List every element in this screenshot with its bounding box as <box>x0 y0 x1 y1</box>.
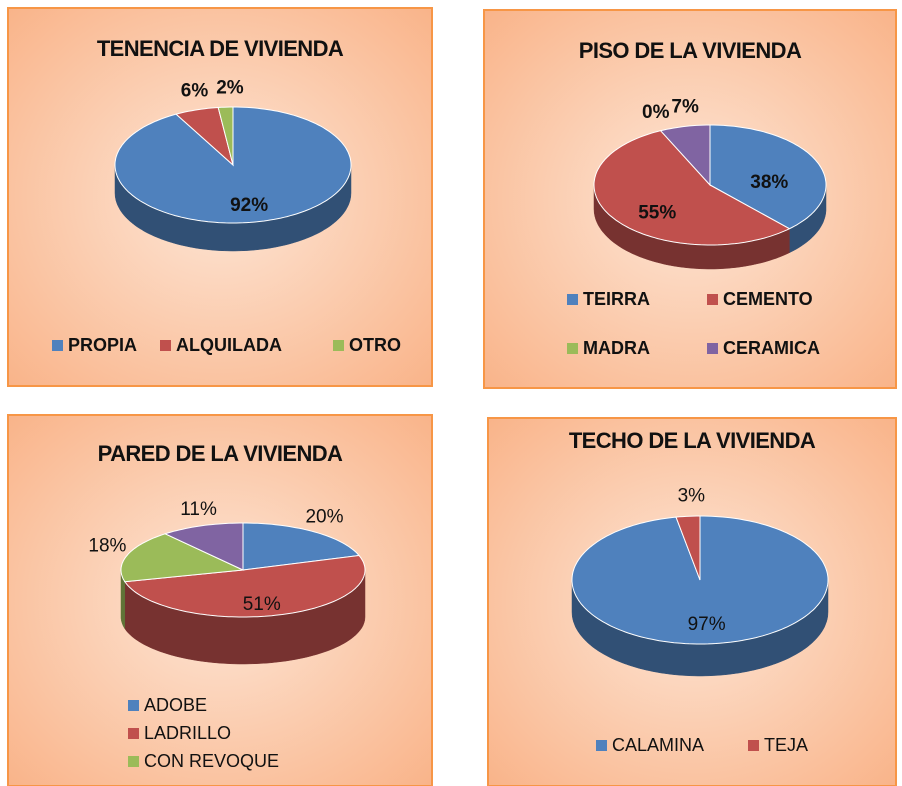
pie-chart: TENENCIA DE VIVIENDA 92% 6% 2% PROPIA ALQUILA… <box>7 7 433 387</box>
data-label: 18% <box>88 535 126 556</box>
legend-swatch <box>128 728 139 739</box>
legend-label: CERAMICA <box>723 338 820 358</box>
data-label: 0% <box>642 102 670 123</box>
legend-label: MADRA <box>583 338 650 358</box>
slice <box>217 106 234 166</box>
legend-label: OTRO <box>349 335 401 355</box>
legend-swatch <box>52 340 63 351</box>
slice <box>163 522 244 571</box>
legend-label: PROPIA <box>68 335 137 355</box>
chart-title: PISO DE LA VIVIENDA <box>579 38 802 63</box>
data-label: 92% <box>230 195 268 216</box>
data-label: 11% <box>180 499 217 520</box>
data-label: 55% <box>638 203 676 224</box>
chart-title: TENENCIA DE VIVIENDA <box>97 36 344 61</box>
data-label: 6% <box>181 81 209 102</box>
legend-swatch <box>567 294 578 305</box>
slice <box>120 533 245 583</box>
legend-label: TEIRRA <box>583 289 650 309</box>
legend-swatch <box>596 740 607 751</box>
slice <box>675 515 701 581</box>
data-label: 3% <box>678 485 706 506</box>
legend-swatch <box>333 340 344 351</box>
slice <box>659 124 711 187</box>
pie-chart: TECHO DE LA VIVIENDA 97% 3% CALAMINA TEJA <box>487 417 897 786</box>
data-label: 97% <box>688 614 726 635</box>
legend-label: LADRILLO <box>144 723 231 743</box>
legend-label: ADOBE <box>144 695 207 715</box>
legend-swatch <box>128 700 139 711</box>
legend-label: ALQUILADA <box>176 335 282 355</box>
chart-title: TECHO DE LA VIVIENDA <box>569 428 816 453</box>
data-label: 20% <box>305 507 343 528</box>
slice <box>709 124 827 230</box>
slice <box>242 522 360 571</box>
data-label: 51% <box>243 594 281 615</box>
pie-chart: PARED DE LA VIVIENDA 20% 51% 18% 11% ADOBE LAD… <box>7 414 433 786</box>
legend-swatch <box>160 340 171 351</box>
legend-label: TEJA <box>764 735 808 755</box>
legend-label: CON REVOQUE <box>144 751 279 771</box>
data-label: 2% <box>216 77 244 98</box>
slice <box>593 130 791 246</box>
legend-swatch <box>748 740 759 751</box>
legend-label: CEMENTO <box>723 289 813 309</box>
legend-label: CALAMINA <box>612 735 704 755</box>
legend-swatch <box>128 756 139 767</box>
data-label: 38% <box>750 172 788 193</box>
legend-swatch <box>707 343 718 354</box>
pie-chart: PISO DE LA VIVIENDA 38% 55% 0% 7% TEIRRA CEMEN… <box>483 9 897 389</box>
legend-swatch <box>707 294 718 305</box>
slice <box>175 106 234 167</box>
legend-swatch <box>567 343 578 354</box>
data-label: 7% <box>671 97 699 118</box>
slice <box>123 554 366 618</box>
chart-title: PARED DE LA VIVIENDA <box>98 441 343 466</box>
